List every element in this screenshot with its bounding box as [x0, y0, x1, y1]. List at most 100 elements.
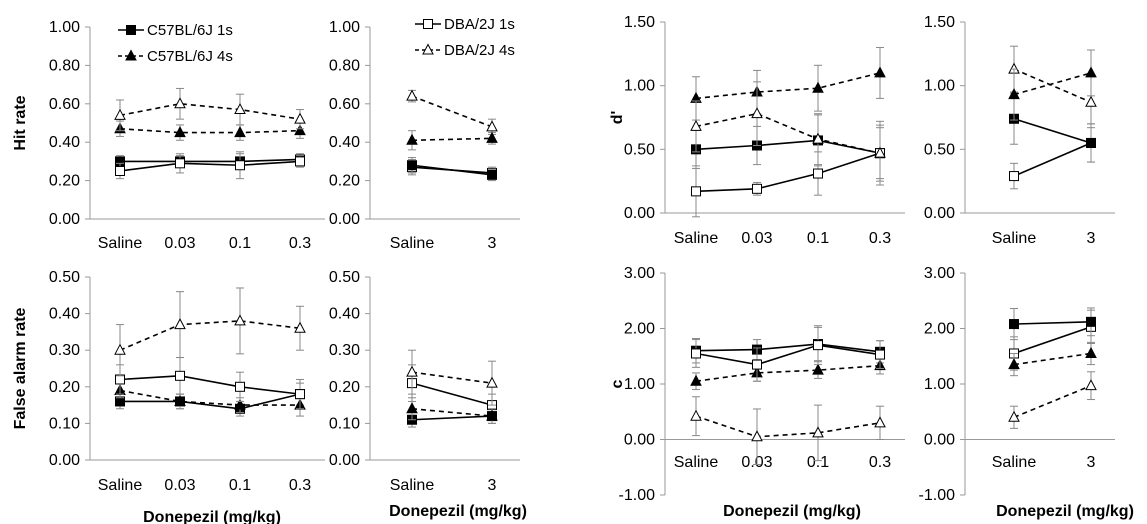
x-tick-label: 0.1 — [229, 235, 251, 252]
x-tick-label: Saline — [674, 230, 719, 247]
data-point — [874, 146, 886, 158]
data-point — [114, 108, 126, 120]
series-dba_4s_filled — [1008, 49, 1097, 121]
panel-dprime_c57: 0.00 0.50 1.00 1.50 Saline 0.03 0.1 0.3 d' — [609, 14, 905, 247]
series-line — [695, 152, 881, 193]
y-tick-label: 3.00 — [924, 265, 955, 282]
data-point — [690, 119, 702, 131]
series-line — [411, 137, 493, 142]
x-tick-label: Saline — [98, 235, 143, 252]
legend-item-c57_4s: C57BL/6J 4s — [118, 48, 233, 65]
y-tick-label: 0.50 — [624, 141, 655, 158]
y-tick-label: 0.00 — [624, 205, 655, 222]
x-tick-label: Saline — [390, 235, 435, 252]
y-tick-label: 1.00 — [329, 19, 360, 36]
y-tick-label: 1.00 — [624, 78, 655, 95]
series-dba_4s — [1008, 371, 1097, 429]
data-point — [487, 169, 497, 180]
y-tick-label: 0.10 — [329, 415, 360, 432]
legend-marker — [125, 49, 137, 61]
y-tick-label: 1.00 — [624, 376, 655, 393]
data-point — [234, 126, 246, 138]
series-line — [411, 382, 493, 406]
data-point — [234, 102, 246, 115]
series-c57_1s_open — [115, 357, 305, 410]
data-point — [751, 107, 763, 119]
series-dba_4s — [1008, 45, 1097, 129]
series-line — [119, 389, 300, 406]
x-axis-title: Donepezil (mg/kg) — [143, 509, 281, 524]
series-line — [411, 95, 493, 128]
data-point — [406, 89, 418, 101]
series-line — [695, 364, 881, 383]
series-line — [119, 375, 301, 395]
data-point — [1085, 66, 1097, 78]
y-tick-label: 0.80 — [49, 57, 80, 74]
x-tick-label: 3 — [488, 235, 497, 252]
series-c57_4s — [114, 120, 306, 141]
series-dba_1s — [407, 158, 497, 180]
data-point — [691, 348, 701, 359]
data-point — [812, 426, 824, 438]
x-tick-label: Saline — [674, 454, 719, 471]
series-line — [695, 72, 881, 100]
legend-item-c57_1s: C57BL/6J 1s — [118, 22, 233, 39]
data-point — [752, 183, 762, 194]
y-tick-label: 1.00 — [924, 78, 955, 95]
x-tick-label: 0.3 — [869, 230, 891, 247]
panel-fa_dba: 0.00 0.10 0.20 0.30 0.40 0.50 Saline 3 — [329, 269, 520, 494]
data-point — [174, 97, 186, 109]
x-axis-title: Donepezil (mg/kg) — [389, 503, 527, 520]
series-c57_1s — [691, 114, 885, 182]
series-c57_4s_open — [114, 87, 306, 132]
data-point — [1009, 171, 1019, 182]
data-point — [294, 124, 306, 136]
legend-label: DBA/2J 1s — [444, 16, 515, 33]
x-tick-label: 3 — [488, 477, 497, 494]
series-dba_4s_filled — [406, 130, 498, 151]
data-point — [1008, 88, 1020, 100]
data-point — [813, 340, 823, 351]
series-line — [1013, 118, 1092, 144]
data-point — [874, 66, 886, 78]
y-tick-label: 0.40 — [49, 134, 80, 151]
data-point — [115, 374, 125, 385]
y-axis-title: False alarm rate — [12, 307, 29, 429]
y-tick-label: 0.50 — [49, 269, 80, 286]
series-c57_1s — [115, 153, 305, 170]
x-tick-label: Saline — [390, 477, 435, 494]
data-point — [486, 120, 498, 132]
series-line — [1013, 142, 1092, 177]
data-point — [235, 160, 245, 171]
legend-marker — [422, 43, 434, 55]
data-point — [174, 394, 186, 406]
data-point — [751, 430, 763, 442]
panel-hit_c57: 0.00 0.20 0.40 0.60 0.80 1.00 Saline 0.03 0.1 0.3… — [12, 19, 325, 252]
series-dba_1s — [407, 364, 497, 417]
data-point — [812, 363, 824, 375]
y-tick-label: 0.40 — [329, 134, 360, 151]
series-c57_1s_open — [691, 127, 885, 218]
data-point — [114, 343, 126, 355]
y-tick-label: 0.10 — [49, 415, 80, 432]
y-tick-label: 0.50 — [924, 141, 955, 158]
series-line — [1013, 352, 1092, 366]
legend-marker — [423, 19, 433, 29]
legend-label: DBA/2J 4s — [444, 42, 515, 59]
data-point — [486, 409, 498, 421]
y-axis-title: Hit rate — [12, 95, 29, 150]
y-tick-label: 1.00 — [924, 376, 955, 393]
y-axis-title: d' — [609, 111, 626, 125]
data-point — [115, 396, 125, 407]
y-tick-label: 0.80 — [329, 57, 360, 74]
y-tick-label: 0.40 — [329, 306, 360, 323]
y-tick-label: -1.00 — [619, 487, 656, 504]
data-point — [407, 160, 417, 171]
x-tick-label: 3 — [1087, 454, 1096, 471]
series-c57_4s_open — [114, 287, 306, 377]
y-tick-label: 0.60 — [329, 96, 360, 113]
y-tick-label: 0.20 — [329, 173, 360, 190]
y-tick-label: 3.00 — [624, 265, 655, 282]
